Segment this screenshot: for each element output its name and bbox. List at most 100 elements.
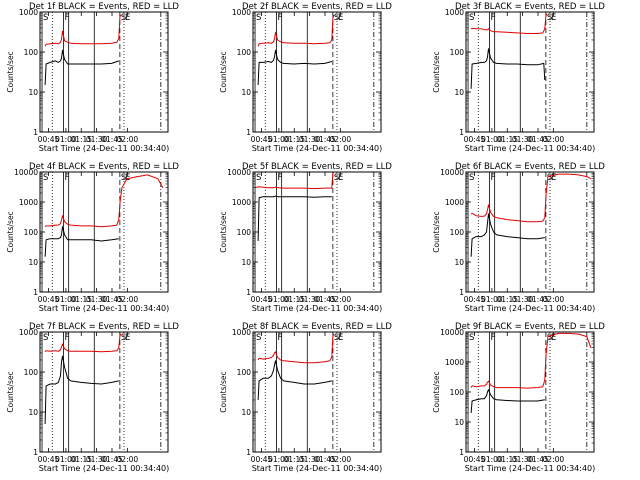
y-tick-label: 10000 [14, 168, 38, 177]
chart-title: Det 5f BLACK = Events, RED = LLD [242, 162, 392, 172]
x-tick-label: 01:00 [55, 135, 77, 144]
series-lld [44, 333, 122, 353]
x-axis-label: Start Time (24-Dec-11 00:34:40) [39, 144, 170, 153]
plot-frame [465, 11, 595, 133]
series-events [44, 226, 119, 257]
x-tick-label: 02:00 [117, 135, 139, 144]
chart-title: Det 6f BLACK = Events, RED = LLD [455, 162, 605, 172]
marker-label: F [278, 173, 283, 183]
marker-label: F [65, 333, 70, 343]
series-events [257, 195, 332, 242]
series-events [257, 49, 332, 86]
y-tick-label: 1 [33, 128, 38, 137]
y-axis-label: Counts/sec [6, 51, 15, 92]
x-tick-label: 00:45 [464, 135, 486, 144]
marker-label: E [338, 13, 343, 23]
x-tick-label: 01:45 [101, 135, 123, 144]
marker-label: E [551, 173, 556, 183]
x-tick-label: 00:45 [251, 135, 273, 144]
series-events [44, 49, 119, 86]
x-tick-label: 01:00 [55, 455, 77, 464]
x-tick-label: 00:45 [38, 295, 60, 304]
series-lld [257, 14, 335, 47]
plot-frame [465, 331, 595, 453]
x-tick-label: 01:15 [283, 455, 305, 464]
x-tick-label: 01:00 [481, 295, 503, 304]
plot-frame [252, 331, 382, 453]
x-tick-label: 01:15 [70, 295, 92, 304]
x-tick-label: 00:45 [38, 455, 60, 464]
chart-panel-1: Det 1f BLACK = Events, RED = LLDSFSE1101… [6, 2, 179, 153]
chart-title: Det 8f BLACK = Events, RED = LLD [242, 322, 392, 332]
marker-label: S [256, 13, 261, 23]
x-tick-label: 01:00 [268, 455, 290, 464]
y-tick-label: 1 [246, 448, 251, 457]
x-tick-label: 01:45 [314, 455, 336, 464]
series-events [470, 213, 545, 257]
x-tick-label: 01:30 [512, 135, 534, 144]
x-axis-label: Start Time (24-Dec-11 00:34:40) [39, 464, 170, 473]
chart-panel-9: Det 9f BLACK = Events, RED = LLDSFSE1101… [432, 322, 605, 473]
chart-panel-8: Det 8f BLACK = Events, RED = LLDSFSE1101… [219, 322, 392, 473]
y-axis-label: Counts/sec [219, 211, 228, 252]
marker-label: E [551, 333, 556, 343]
x-axis-label: Start Time (24-Dec-11 00:34:40) [465, 464, 596, 473]
marker-label: E [551, 13, 556, 23]
series-lld [254, 171, 335, 190]
chart-title: Det 9f BLACK = Events, RED = LLD [455, 322, 605, 332]
series-lld [470, 173, 592, 223]
series-lld [257, 333, 335, 364]
series-lld [470, 13, 548, 34]
y-tick-label: 1 [33, 288, 38, 297]
x-tick-label: 01:30 [86, 455, 108, 464]
y-tick-label: 100 [450, 228, 465, 237]
y-tick-label: 100 [237, 228, 252, 237]
x-tick-label: 01:15 [496, 135, 518, 144]
y-tick-label: 100 [24, 48, 39, 57]
y-tick-label: 1000 [232, 328, 251, 337]
x-tick-label: 01:00 [481, 455, 503, 464]
y-axis-label: Counts/sec [6, 211, 15, 252]
y-tick-label: 10 [28, 258, 38, 267]
marker-label: F [278, 13, 283, 23]
y-tick-label: 100 [450, 48, 465, 57]
x-tick-label: 01:30 [86, 295, 108, 304]
x-tick-label: 01:30 [299, 135, 321, 144]
chart-title: Det 7f BLACK = Events, RED = LLD [29, 322, 179, 332]
x-tick-label: 01:45 [101, 455, 123, 464]
x-tick-label: 01:00 [268, 135, 290, 144]
marker-label: S [469, 333, 474, 343]
chart-panel-7: Det 7f BLACK = Events, RED = LLDSFSE1101… [6, 322, 179, 473]
y-tick-label: 10 [454, 418, 464, 427]
y-tick-label: 1000 [445, 198, 464, 207]
plot-frame [252, 11, 382, 133]
y-axis-label: Counts/sec [219, 371, 228, 412]
marker-label: S [43, 333, 48, 343]
y-tick-label: 1000 [19, 328, 38, 337]
x-tick-label: 01:15 [283, 295, 305, 304]
y-tick-label: 100 [450, 388, 465, 397]
x-tick-label: 02:00 [330, 135, 352, 144]
x-tick-label: 01:15 [496, 295, 518, 304]
x-tick-label: 01:30 [299, 295, 321, 304]
chart-panel-4: Det 4f BLACK = Events, RED = LLDSFSE1101… [6, 162, 179, 313]
marker-label: S [256, 173, 261, 183]
plot-frame [252, 171, 382, 293]
x-tick-label: 01:45 [527, 295, 549, 304]
y-axis-label: Counts/sec [432, 51, 441, 92]
chart-panel-2: Det 2f BLACK = Events, RED = LLDSFSE1101… [219, 2, 392, 153]
marker-label: F [491, 333, 496, 343]
y-tick-label: 10 [454, 88, 464, 97]
x-tick-label: 02:00 [543, 455, 565, 464]
series-lld [44, 14, 122, 47]
plot-frame [39, 331, 169, 453]
x-tick-label: 01:15 [70, 455, 92, 464]
y-tick-label: 1000 [232, 8, 251, 17]
chart-title: Det 4f BLACK = Events, RED = LLD [29, 162, 179, 172]
x-axis-label: Start Time (24-Dec-11 00:34:40) [39, 304, 170, 313]
y-tick-label: 10 [241, 88, 251, 97]
x-tick-label: 00:45 [464, 455, 486, 464]
marker-label: E [125, 13, 130, 23]
x-tick-label: 01:00 [481, 135, 503, 144]
y-tick-label: 1000 [19, 8, 38, 17]
